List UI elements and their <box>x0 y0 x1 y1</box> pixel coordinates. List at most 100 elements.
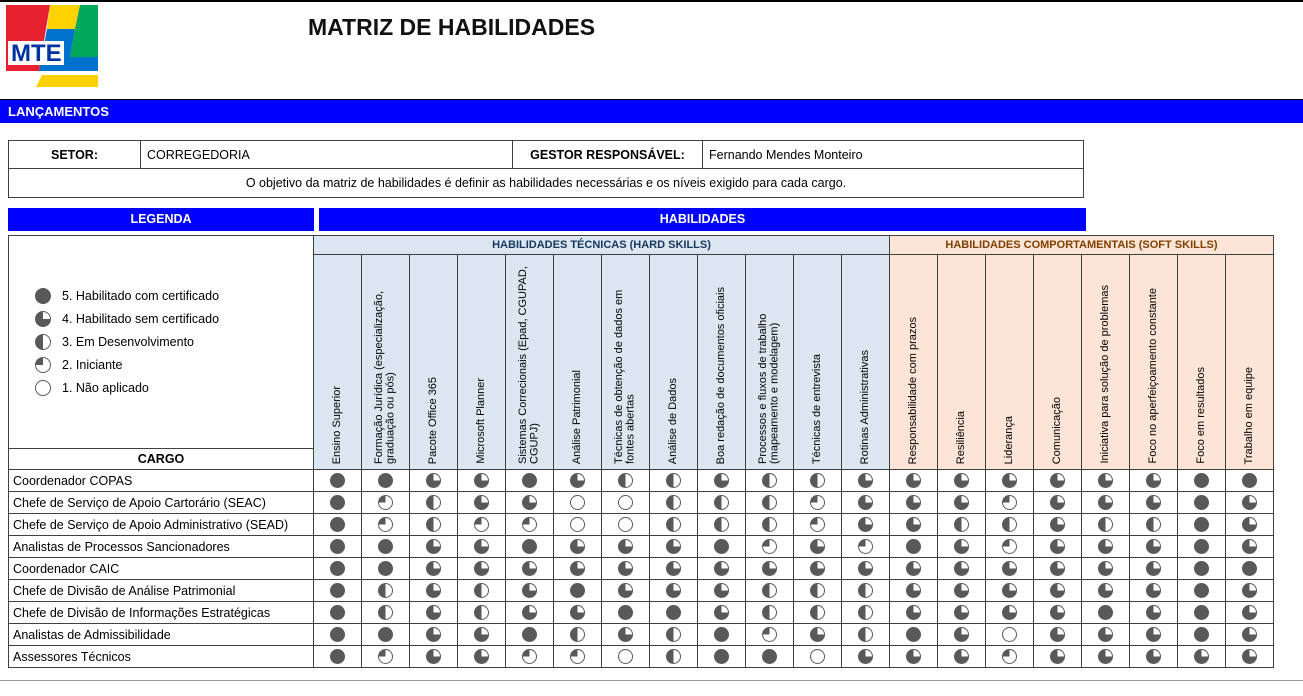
skill-level-cell[interactable] <box>1226 558 1274 580</box>
skill-level-cell[interactable] <box>1082 646 1130 668</box>
skill-level-cell[interactable] <box>650 580 698 602</box>
skill-level-cell[interactable] <box>1034 514 1082 536</box>
skill-level-cell[interactable] <box>506 580 554 602</box>
skill-level-cell[interactable] <box>986 558 1034 580</box>
skill-level-cell[interactable] <box>410 536 458 558</box>
skill-level-cell[interactable] <box>602 602 650 624</box>
skill-level-cell[interactable] <box>938 602 986 624</box>
skill-level-cell[interactable] <box>410 492 458 514</box>
skill-level-cell[interactable] <box>986 470 1034 492</box>
skill-level-cell[interactable] <box>890 492 938 514</box>
skill-level-cell[interactable] <box>1034 624 1082 646</box>
skill-level-cell[interactable] <box>314 624 362 646</box>
cargo-cell[interactable]: Analistas de Admissibilidade <box>8 624 314 646</box>
skill-level-cell[interactable] <box>794 514 842 536</box>
skill-level-cell[interactable] <box>650 514 698 536</box>
skill-level-cell[interactable] <box>1226 624 1274 646</box>
skill-level-cell[interactable] <box>1178 514 1226 536</box>
skill-level-cell[interactable] <box>986 514 1034 536</box>
skill-level-cell[interactable] <box>1226 580 1274 602</box>
skill-level-cell[interactable] <box>698 470 746 492</box>
skill-level-cell[interactable] <box>458 558 506 580</box>
skill-level-cell[interactable] <box>986 536 1034 558</box>
skill-level-cell[interactable] <box>1130 536 1178 558</box>
skill-level-cell[interactable] <box>1082 514 1130 536</box>
skill-level-cell[interactable] <box>938 580 986 602</box>
skill-level-cell[interactable] <box>650 624 698 646</box>
cargo-cell[interactable]: Coordenador COPAS <box>8 470 314 492</box>
skill-level-cell[interactable] <box>794 492 842 514</box>
skill-level-cell[interactable] <box>1178 536 1226 558</box>
skill-level-cell[interactable] <box>1226 536 1274 558</box>
skill-level-cell[interactable] <box>314 602 362 624</box>
skill-level-cell[interactable] <box>1130 514 1178 536</box>
skill-level-cell[interactable] <box>794 646 842 668</box>
skill-level-cell[interactable] <box>986 580 1034 602</box>
skill-level-cell[interactable] <box>362 624 410 646</box>
skill-level-cell[interactable] <box>890 558 938 580</box>
skill-level-cell[interactable] <box>1034 558 1082 580</box>
skill-level-cell[interactable] <box>410 558 458 580</box>
skill-level-cell[interactable] <box>698 536 746 558</box>
skill-level-cell[interactable] <box>746 580 794 602</box>
skill-level-cell[interactable] <box>1226 602 1274 624</box>
skill-level-cell[interactable] <box>458 646 506 668</box>
skill-level-cell[interactable] <box>986 624 1034 646</box>
skill-level-cell[interactable] <box>602 558 650 580</box>
skill-level-cell[interactable] <box>458 602 506 624</box>
skill-level-cell[interactable] <box>554 580 602 602</box>
skill-level-cell[interactable] <box>794 624 842 646</box>
skill-level-cell[interactable] <box>890 646 938 668</box>
skill-level-cell[interactable] <box>1034 492 1082 514</box>
skill-level-cell[interactable] <box>794 470 842 492</box>
skill-level-cell[interactable] <box>362 514 410 536</box>
skill-level-cell[interactable] <box>506 470 554 492</box>
skill-level-cell[interactable] <box>506 492 554 514</box>
skill-level-cell[interactable] <box>890 580 938 602</box>
skill-level-cell[interactable] <box>458 492 506 514</box>
gestor-value-cell[interactable]: Fernando Mendes Monteiro <box>709 147 863 162</box>
skill-level-cell[interactable] <box>746 536 794 558</box>
skill-level-cell[interactable] <box>938 536 986 558</box>
skill-level-cell[interactable] <box>842 536 890 558</box>
skill-level-cell[interactable] <box>458 624 506 646</box>
skill-level-cell[interactable] <box>842 492 890 514</box>
skill-level-cell[interactable] <box>938 514 986 536</box>
skill-level-cell[interactable] <box>506 514 554 536</box>
skill-level-cell[interactable] <box>650 492 698 514</box>
setor-value-cell[interactable]: CORREGEDORIA <box>141 141 513 168</box>
skill-level-cell[interactable] <box>410 470 458 492</box>
skill-level-cell[interactable] <box>842 514 890 536</box>
skill-level-cell[interactable] <box>1130 470 1178 492</box>
skill-level-cell[interactable] <box>842 646 890 668</box>
skill-level-cell[interactable] <box>314 558 362 580</box>
skill-level-cell[interactable] <box>458 470 506 492</box>
skill-level-cell[interactable] <box>602 514 650 536</box>
skill-level-cell[interactable] <box>1178 558 1226 580</box>
skill-level-cell[interactable] <box>410 624 458 646</box>
skill-level-cell[interactable] <box>986 646 1034 668</box>
skill-level-cell[interactable] <box>698 514 746 536</box>
skill-level-cell[interactable] <box>794 580 842 602</box>
skill-level-cell[interactable] <box>698 646 746 668</box>
skill-level-cell[interactable] <box>1178 646 1226 668</box>
skill-level-cell[interactable] <box>362 646 410 668</box>
skill-level-cell[interactable] <box>506 624 554 646</box>
skill-level-cell[interactable] <box>842 624 890 646</box>
skill-level-cell[interactable] <box>1082 492 1130 514</box>
skill-level-cell[interactable] <box>410 580 458 602</box>
skill-level-cell[interactable] <box>554 624 602 646</box>
cargo-cell[interactable]: Chefe de Serviço de Apoio Cartorário (SE… <box>8 492 314 514</box>
skill-level-cell[interactable] <box>650 646 698 668</box>
skill-level-cell[interactable] <box>506 646 554 668</box>
skill-level-cell[interactable] <box>554 558 602 580</box>
skill-level-cell[interactable] <box>1130 602 1178 624</box>
skill-level-cell[interactable] <box>746 624 794 646</box>
cargo-cell[interactable]: Analistas de Processos Sancionadores <box>8 536 314 558</box>
skill-level-cell[interactable] <box>602 580 650 602</box>
skill-level-cell[interactable] <box>362 492 410 514</box>
skill-level-cell[interactable] <box>410 602 458 624</box>
skill-level-cell[interactable] <box>1130 580 1178 602</box>
skill-level-cell[interactable] <box>1082 536 1130 558</box>
skill-level-cell[interactable] <box>1130 492 1178 514</box>
